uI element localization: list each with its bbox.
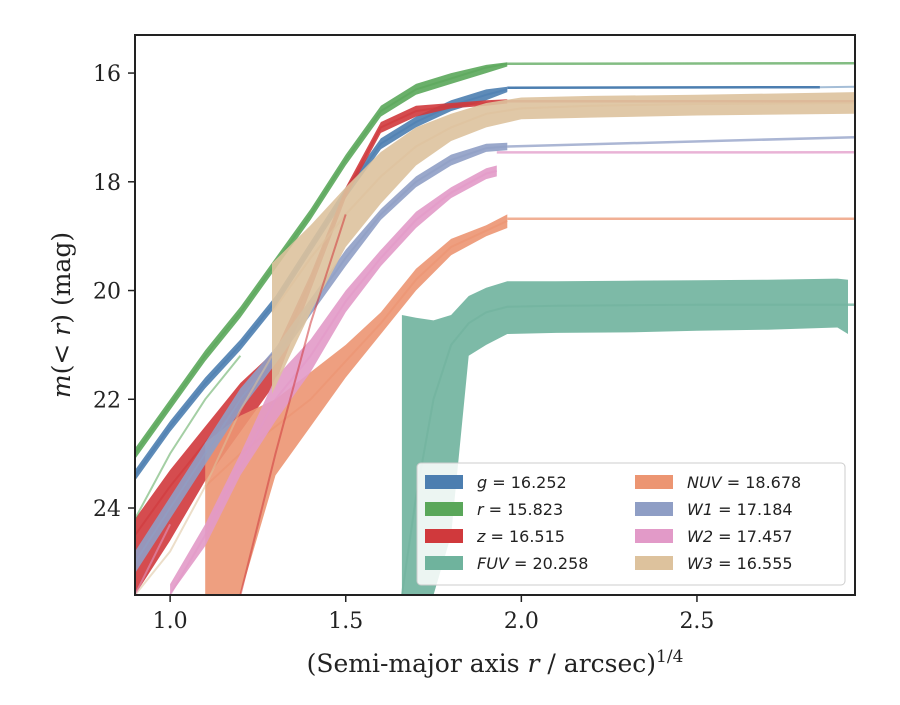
- legend-label-z: z = 16.515: [476, 527, 565, 546]
- fade-g: [820, 87, 855, 88]
- legend-label-w1: W1 = 17.184: [687, 500, 793, 519]
- x-tick-label: 2.5: [679, 609, 714, 634]
- y-tick-label: 20: [93, 280, 121, 305]
- legend-swatch-w2: [635, 529, 673, 543]
- y-tick-label: 22: [93, 388, 121, 413]
- legend-swatch-z: [425, 529, 463, 543]
- legend-label-g: g = 16.252: [477, 473, 567, 492]
- y-axis-title: m(< r) (mag): [47, 232, 76, 398]
- legend-label-w3: W3 = 16.555: [687, 554, 793, 573]
- legend-swatch-w1: [635, 502, 673, 516]
- extension-r: [507, 63, 855, 64]
- legend-swatch-g: [425, 475, 463, 489]
- x-tick-label: 2.0: [504, 609, 539, 634]
- x-tick-label: 1.0: [153, 609, 188, 634]
- x-axis-title: (Semi-major axis r / arcsec)1/4: [307, 647, 684, 678]
- legend-swatch-nuv: [635, 475, 673, 489]
- x-tick-label: 1.5: [328, 609, 363, 634]
- y-tick-label: 24: [93, 497, 121, 522]
- legend-label-w2: W2 = 17.457: [687, 527, 793, 546]
- x-axis: 1.0 1.5 2.0 2.5: [153, 595, 715, 634]
- y-axis: 16 18 20 22 24: [93, 62, 135, 522]
- extension-g: [507, 87, 820, 88]
- y-tick-label: 16: [93, 62, 121, 87]
- legend-label-nuv: NUV = 18.678: [687, 473, 801, 492]
- legend-label-fuv: FUV = 20.258: [477, 554, 588, 573]
- extension-w1: [507, 137, 855, 146]
- legend-swatch-fuv: [425, 556, 463, 570]
- legend-label-r: r = 15.823: [477, 500, 563, 519]
- legend-swatch-w3: [635, 556, 673, 570]
- legend-swatch-r: [425, 502, 463, 516]
- y-tick-label: 18: [93, 171, 121, 196]
- legend: g = 16.252 r = 15.823 z = 16.515 FUV = 20.2…: [417, 463, 845, 585]
